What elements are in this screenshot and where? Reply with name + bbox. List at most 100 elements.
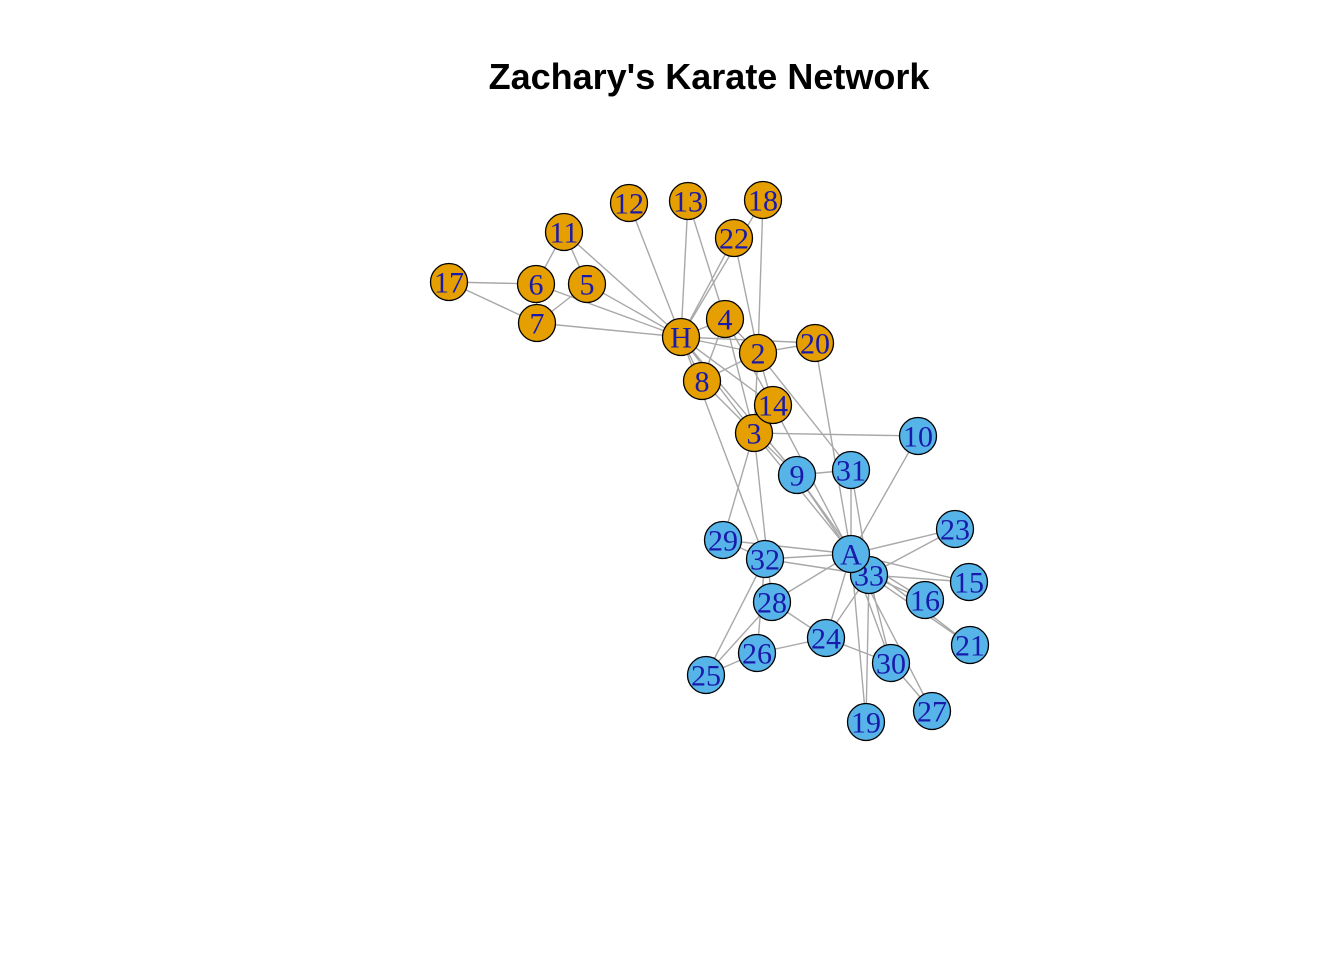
- node-circle-H: [661, 317, 701, 357]
- node-circle-14: [753, 385, 793, 425]
- node-circle-24: [806, 618, 846, 658]
- node-label-13: 13: [673, 186, 703, 219]
- node-label-19: 19: [851, 707, 881, 740]
- node-12: 12: [609, 183, 649, 223]
- node-31: 31: [831, 450, 871, 490]
- node-3: 3: [734, 413, 774, 453]
- node-label-20: 20: [800, 328, 830, 361]
- node-circle-19: [846, 702, 886, 742]
- node-20: 20: [795, 323, 835, 363]
- node-29: 29: [703, 520, 743, 560]
- node-circle-9: [777, 455, 817, 495]
- node-circle-2: [738, 333, 778, 373]
- node-27: 27: [912, 691, 952, 731]
- node-label-10: 10: [903, 421, 933, 454]
- node-circle-A: [831, 534, 871, 574]
- node-13: 13: [668, 181, 708, 221]
- node-circle-28: [752, 582, 792, 622]
- node-label-5: 5: [580, 269, 595, 302]
- node-circle-7: [517, 303, 557, 343]
- node-label-22: 22: [719, 223, 749, 256]
- node-30: 30: [871, 643, 911, 683]
- node-5: 5: [567, 264, 607, 304]
- node-label-4: 4: [718, 304, 733, 337]
- node-4: 4: [705, 299, 745, 339]
- node-label-7: 7: [530, 308, 545, 341]
- node-label-17: 17: [434, 267, 464, 300]
- node-label-9: 9: [790, 460, 805, 493]
- edge-2-22: [733, 237, 759, 354]
- node-19: 19: [846, 702, 886, 742]
- node-circle-6: [516, 264, 556, 304]
- node-16: 16: [905, 580, 945, 620]
- node-label-H: H: [670, 322, 692, 355]
- node-label-28: 28: [757, 587, 787, 620]
- node-circle-21: [950, 625, 990, 665]
- edge-H-12: [628, 202, 682, 338]
- node-18: 18: [743, 180, 783, 220]
- node-28: 28: [752, 582, 792, 622]
- node-label-31: 31: [836, 455, 866, 488]
- node-label-24: 24: [811, 623, 841, 656]
- node-label-15: 15: [954, 567, 984, 600]
- node-circle-20: [795, 323, 835, 363]
- edge-H-13: [680, 200, 689, 338]
- node-6: 6: [516, 264, 556, 304]
- node-circle-30: [871, 643, 911, 683]
- node-label-11: 11: [550, 217, 579, 250]
- edge-19-33: [865, 574, 870, 723]
- node-23: 23: [935, 509, 975, 549]
- node-label-3: 3: [747, 418, 762, 451]
- edge-H-18: [680, 199, 764, 338]
- node-label-16: 16: [910, 585, 940, 618]
- edge-29-A: [722, 539, 852, 555]
- node-circle-23: [935, 509, 975, 549]
- edge-H-7: [536, 322, 682, 338]
- node-32: 32: [745, 539, 785, 579]
- node-2: 2: [738, 333, 778, 373]
- node-10: 10: [898, 416, 938, 456]
- node-circle-12: [609, 183, 649, 223]
- node-label-30: 30: [876, 648, 906, 681]
- node-label-12: 12: [614, 188, 644, 221]
- node-circle-15: [949, 562, 989, 602]
- node-15: 15: [949, 562, 989, 602]
- edge-2-31: [757, 352, 852, 471]
- node-H: H: [661, 317, 701, 357]
- node-9: 9: [777, 455, 817, 495]
- node-7: 7: [517, 303, 557, 343]
- node-label-18: 18: [748, 185, 778, 218]
- node-22: 22: [714, 218, 754, 258]
- node-label-29: 29: [708, 525, 738, 558]
- node-circle-27: [912, 691, 952, 731]
- node-label-14: 14: [758, 390, 788, 423]
- node-circle-13: [668, 181, 708, 221]
- node-label-21: 21: [955, 630, 985, 663]
- node-circle-26: [737, 633, 777, 673]
- node-17: 17: [429, 262, 469, 302]
- node-circle-8: [682, 361, 722, 401]
- node-circle-5: [567, 264, 607, 304]
- node-label-27: 27: [917, 696, 947, 729]
- node-label-23: 23: [940, 514, 970, 547]
- node-circle-4: [705, 299, 745, 339]
- edge-H-11: [563, 231, 682, 338]
- node-circle-17: [429, 262, 469, 302]
- node-circle-11: [544, 212, 584, 252]
- node-25: 25: [686, 655, 726, 695]
- node-A: A: [831, 534, 871, 574]
- node-14: 14: [753, 385, 793, 425]
- edge-3-10: [753, 432, 919, 437]
- node-26: 26: [737, 633, 777, 673]
- edge-2-18: [757, 199, 764, 354]
- edge-4-13: [687, 200, 726, 320]
- edge-20-A: [814, 342, 852, 555]
- node-label-25: 25: [691, 660, 721, 693]
- node-circle-10: [898, 416, 938, 456]
- node-label-26: 26: [742, 638, 772, 671]
- node-24: 24: [806, 618, 846, 658]
- node-11: 11: [544, 212, 584, 252]
- node-8: 8: [682, 361, 722, 401]
